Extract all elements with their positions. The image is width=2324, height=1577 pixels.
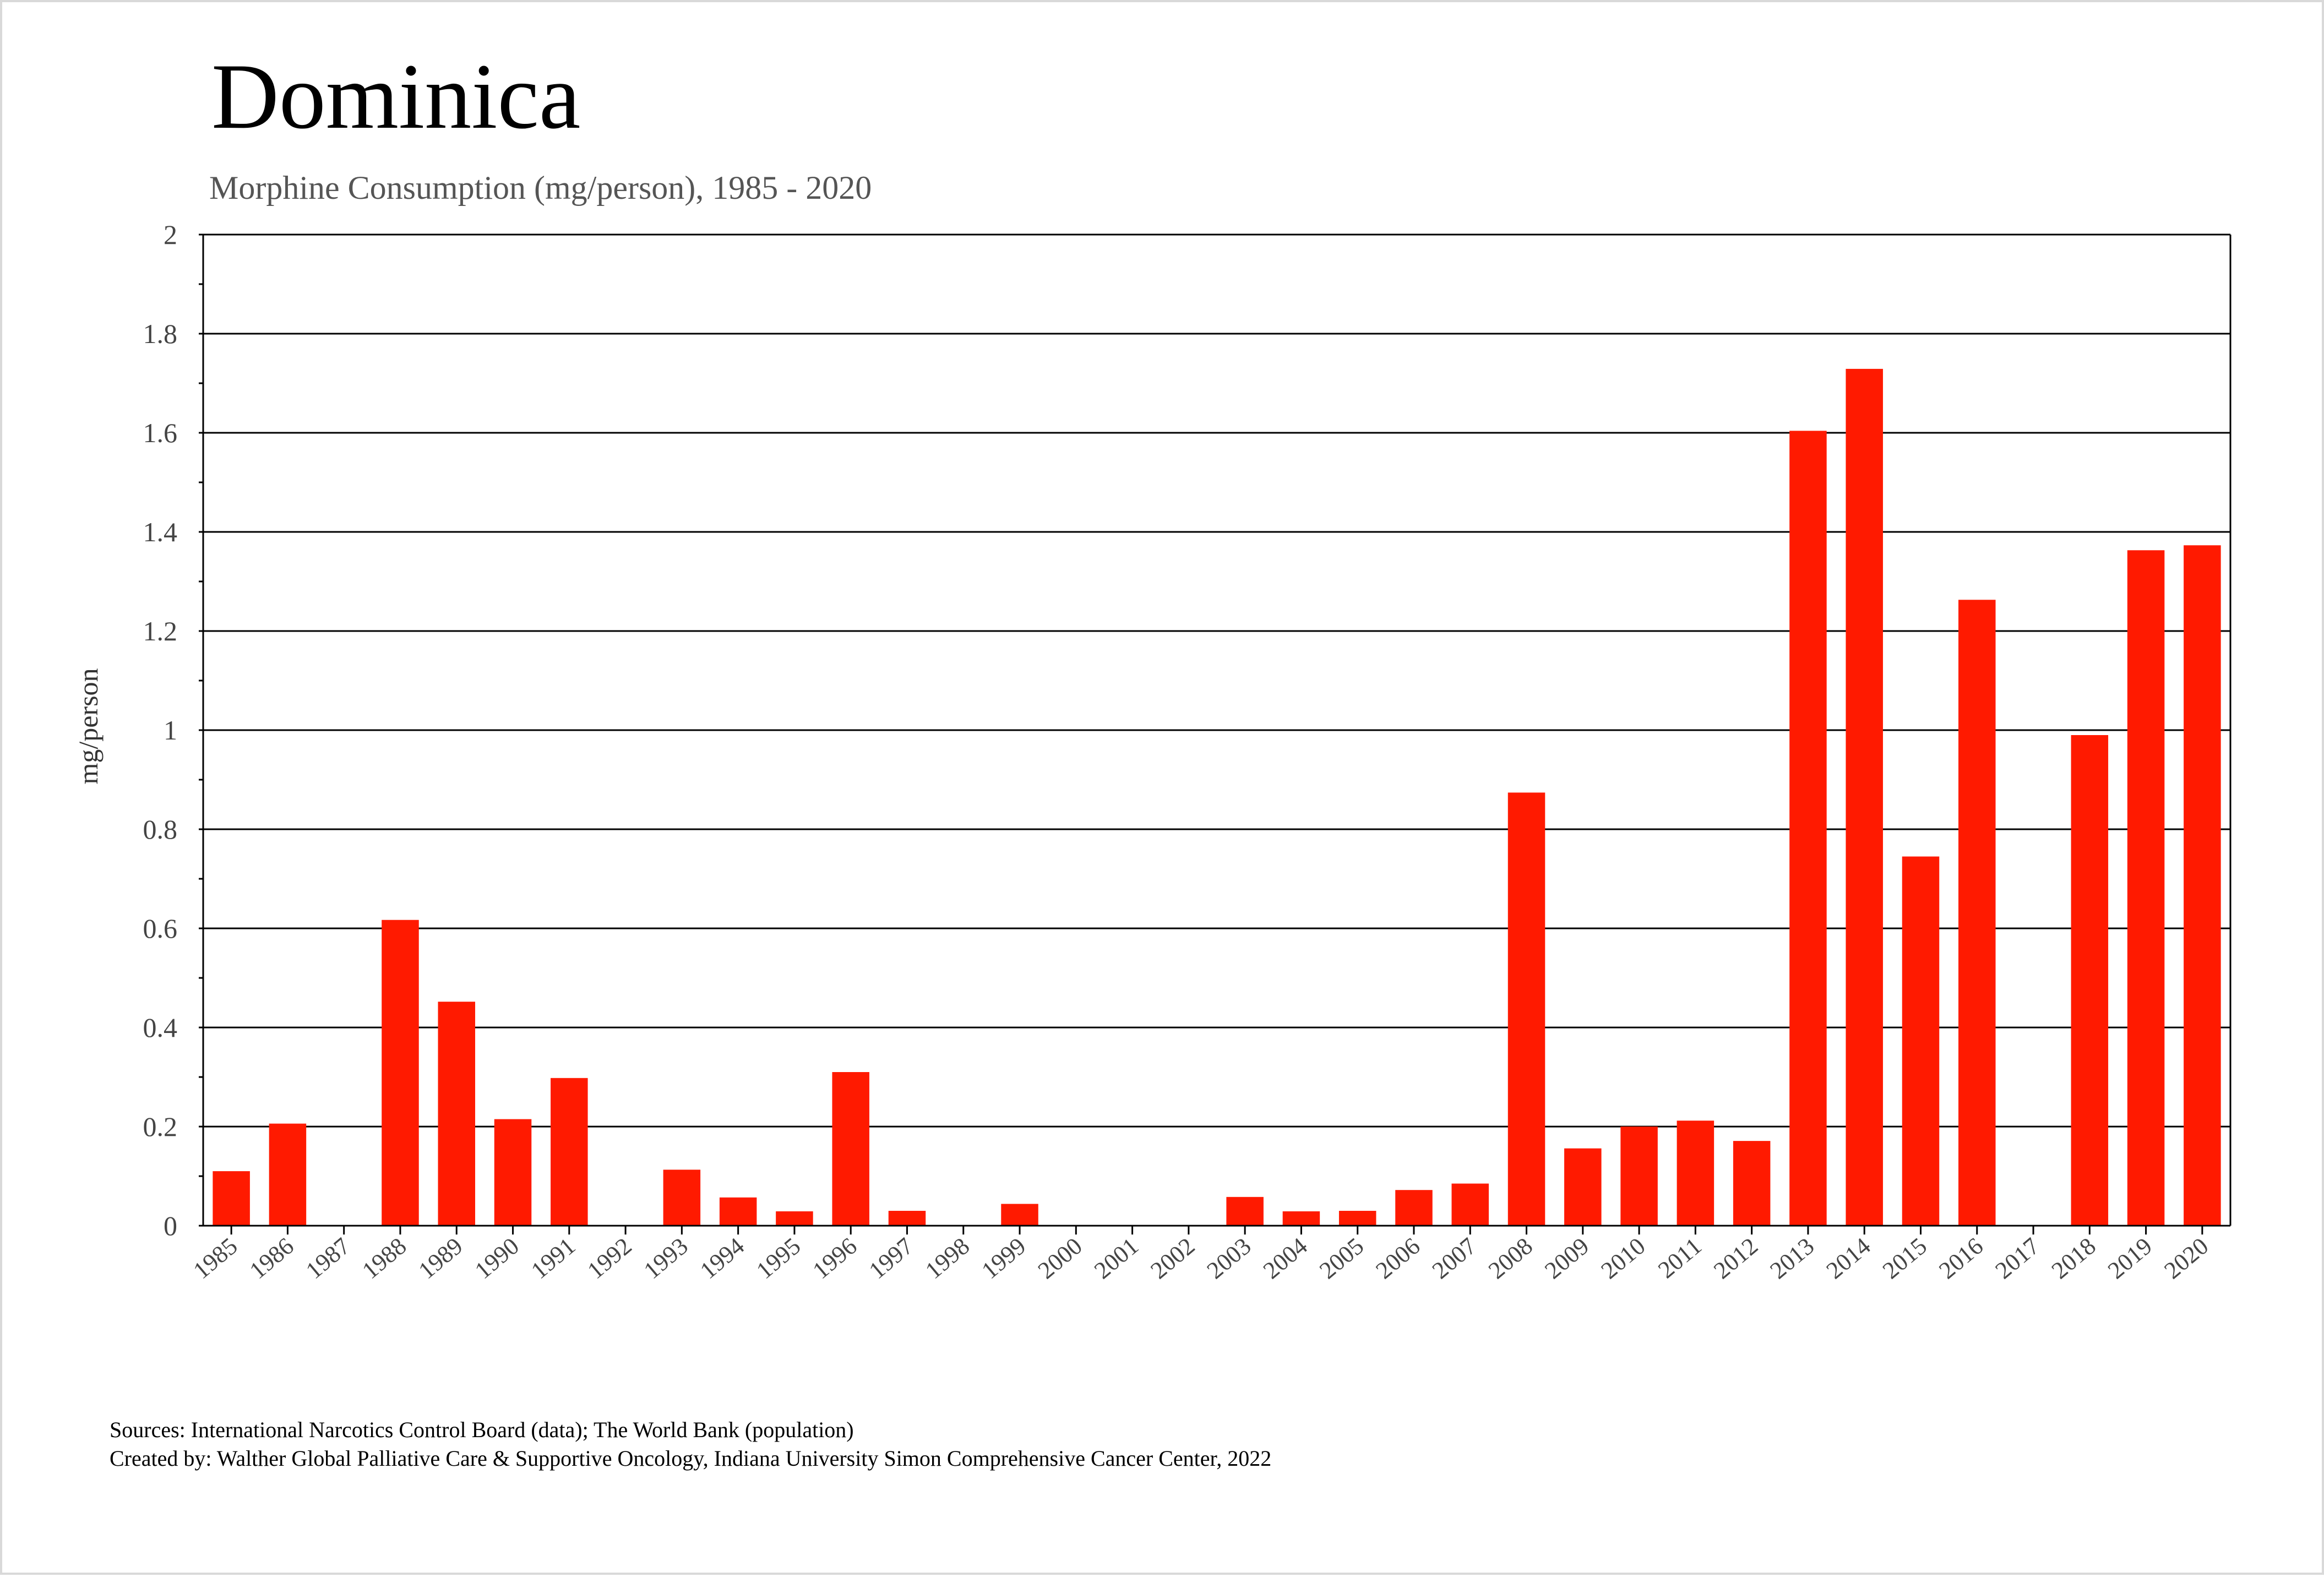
x-tick-label: 2013 (1765, 1232, 1819, 1284)
x-tick-label: 1994 (695, 1232, 749, 1284)
bar (2127, 550, 2165, 1226)
grid-lines (203, 233, 2230, 1128)
x-tick-label: 2000 (1033, 1232, 1087, 1284)
y-tick-label: 0 (164, 1210, 177, 1241)
bar (1958, 600, 1996, 1226)
x-tick-label: 1998 (920, 1232, 975, 1284)
x-tick-label: 2001 (1089, 1232, 1144, 1284)
bar (663, 1170, 701, 1226)
x-tick-label: 1996 (808, 1232, 862, 1284)
x-tick-label: 2012 (1708, 1232, 1763, 1284)
x-tick-label: 2006 (1370, 1232, 1425, 1284)
chart-title: Dominica (211, 45, 580, 148)
bar (1001, 1204, 1038, 1226)
x-tick-label: 1988 (357, 1232, 411, 1284)
x-tick-label: 2007 (1427, 1232, 1482, 1284)
bar (494, 1119, 532, 1226)
bar (1395, 1190, 1433, 1226)
bar (382, 920, 419, 1226)
x-tick-label: 2018 (2047, 1232, 2101, 1284)
bar (213, 1171, 250, 1226)
x-tick-label: 2016 (1934, 1232, 1988, 1284)
bar (1564, 1148, 1602, 1226)
y-tick-label: 0.4 (143, 1012, 178, 1043)
x-tick-label: 2017 (1990, 1232, 2045, 1284)
bar (1846, 368, 1883, 1226)
chart-subtitle: Morphine Consumption (mg/person), 1985 -… (209, 170, 872, 206)
y-tick-label: 0.8 (143, 814, 178, 845)
y-tick-label: 1.4 (143, 516, 178, 547)
y-tick-labels: 0 0.2 0.4 0.6 0.8 1 1.2 1.4 1.6 1.8 2 (143, 219, 178, 1241)
bar (1620, 1127, 1658, 1226)
bar (1733, 1141, 1771, 1226)
x-tick-label: 1997 (864, 1232, 918, 1284)
bar (1338, 1211, 1376, 1226)
x-tick-label: 1993 (639, 1232, 693, 1284)
bar (1226, 1197, 1264, 1226)
y-tick-label: 0.2 (143, 1111, 178, 1142)
x-tick-label: 2014 (1821, 1232, 1876, 1284)
y-tick-label: 1 (164, 715, 177, 746)
x-tick-labels: 1985 1986 1987 1988 1989 1990 1991 1992 1993 1994… (188, 1232, 2214, 1284)
x-tick-label: 2009 (1539, 1232, 1594, 1284)
bar (438, 1002, 476, 1226)
y-tick-label: 1.2 (143, 616, 178, 646)
bar (551, 1078, 588, 1226)
sources-note: Sources: International Narcotics Control… (110, 1417, 854, 1442)
bar (776, 1211, 813, 1226)
bar (832, 1072, 869, 1226)
bar (1789, 431, 1827, 1226)
x-tick-label: 1991 (526, 1232, 580, 1284)
x-tick-label: 2003 (1202, 1232, 1256, 1284)
bar (1507, 792, 1545, 1226)
created-by-note: Created by: Walther Global Palliative Ca… (110, 1446, 1271, 1471)
x-tick-label: 1989 (413, 1232, 468, 1284)
bar (1451, 1183, 1489, 1226)
bar (1282, 1211, 1320, 1226)
bar (1902, 856, 1940, 1226)
bar (888, 1211, 926, 1226)
bar (1677, 1121, 1715, 1226)
y-tick-label: 1.6 (143, 417, 178, 448)
y-tick-label: 0.6 (143, 913, 178, 944)
bar (269, 1123, 307, 1226)
x-tick-label: 2019 (2103, 1232, 2157, 1284)
y-tick-label: 1.8 (143, 318, 178, 349)
bar (2184, 545, 2221, 1226)
x-tick-label: 2002 (1145, 1232, 1200, 1284)
y-tick-label: 2 (164, 219, 177, 250)
x-tick-label: 1992 (583, 1232, 637, 1284)
x-tick-label: 2015 (1877, 1232, 1932, 1284)
bars (213, 368, 2221, 1226)
x-tick-label: 1990 (470, 1232, 524, 1284)
x-tick-label: 1985 (188, 1232, 243, 1284)
axes (199, 233, 2232, 1235)
x-tick-label: 2004 (1258, 1232, 1313, 1284)
x-tick-label: 1995 (751, 1232, 805, 1284)
x-tick-label: 2005 (1314, 1232, 1369, 1284)
bar (2071, 735, 2109, 1226)
x-tick-label: 2008 (1483, 1232, 1538, 1284)
x-tick-label: 2020 (2159, 1232, 2213, 1284)
x-tick-label: 2010 (1596, 1232, 1651, 1284)
y-axis-label: mg/person (73, 668, 104, 784)
x-tick-label: 1987 (301, 1232, 355, 1284)
x-tick-label: 1999 (977, 1232, 1031, 1284)
x-tick-label: 2011 (1653, 1232, 1707, 1284)
x-tick-label: 1986 (244, 1232, 299, 1284)
bar (719, 1197, 757, 1226)
